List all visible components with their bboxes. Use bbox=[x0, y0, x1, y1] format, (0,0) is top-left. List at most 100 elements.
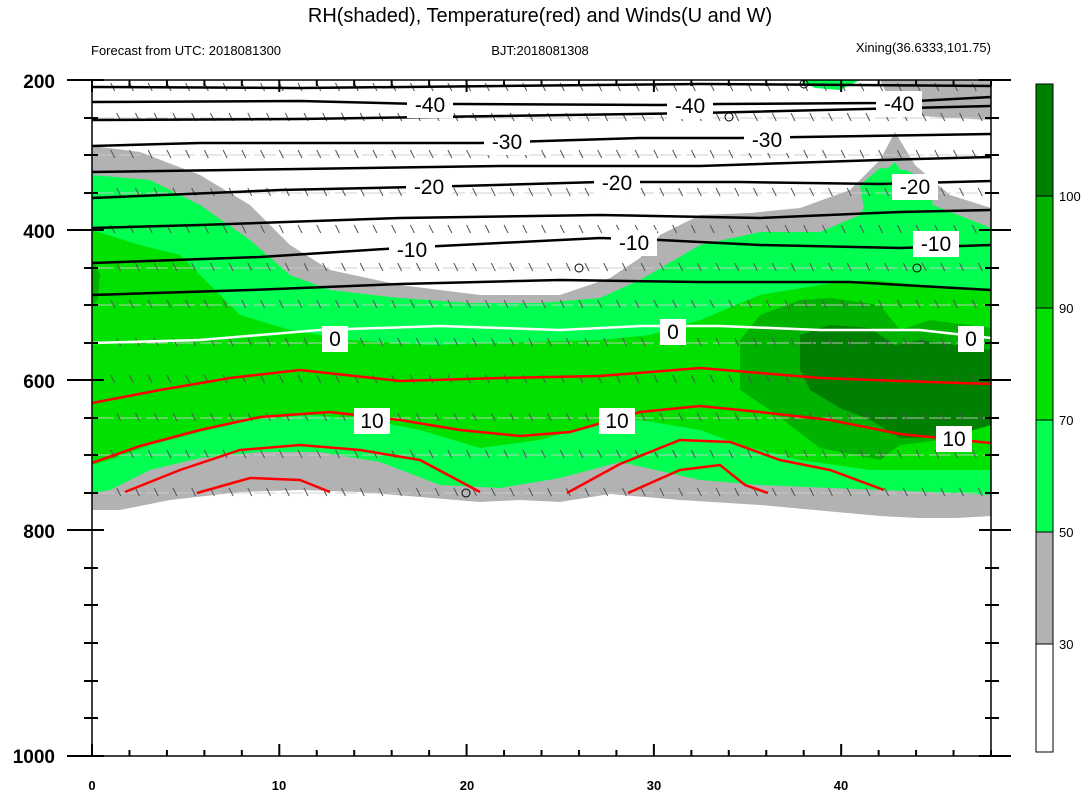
wind-barb bbox=[453, 187, 459, 197]
wind-barb bbox=[865, 487, 871, 497]
wind-barb bbox=[840, 149, 846, 159]
x-tick-label: 10 bbox=[272, 778, 286, 793]
wind-barb bbox=[971, 224, 977, 234]
wind-barb bbox=[247, 262, 253, 272]
wind-barb bbox=[166, 299, 172, 309]
temperature-contours bbox=[92, 82, 991, 495]
wind-barb bbox=[509, 337, 515, 347]
svg-text:-40: -40 bbox=[415, 94, 445, 117]
wind-barb bbox=[597, 449, 603, 459]
wind-barb bbox=[846, 112, 852, 122]
wind-barb bbox=[915, 449, 921, 459]
wind-barb bbox=[316, 449, 322, 459]
wind-barb bbox=[747, 449, 752, 459]
wind-barb bbox=[490, 187, 496, 197]
wind-barb bbox=[747, 374, 752, 384]
wind-barb bbox=[147, 149, 153, 159]
y-tick-label: 1000 bbox=[13, 747, 55, 768]
wind-barb bbox=[172, 337, 178, 347]
wind-barb bbox=[528, 187, 534, 197]
wind-barb bbox=[896, 149, 902, 159]
wind-barb bbox=[715, 487, 721, 497]
wind-barb bbox=[222, 224, 228, 234]
wind-barb bbox=[915, 149, 921, 159]
wind-barb bbox=[709, 224, 715, 234]
wind-barb bbox=[484, 299, 490, 309]
wind-barb bbox=[753, 337, 758, 347]
wind-barb bbox=[528, 262, 534, 272]
clabel-minus10-a: -10 bbox=[389, 237, 435, 263]
wind-barb bbox=[672, 449, 678, 459]
wind-barb bbox=[409, 224, 415, 234]
svg-text:-10: -10 bbox=[921, 233, 951, 256]
wind-barb bbox=[503, 224, 509, 234]
wind-barb bbox=[409, 449, 415, 459]
wind-barb bbox=[672, 374, 678, 384]
wind-barb bbox=[172, 487, 178, 497]
wind-barb bbox=[809, 262, 815, 272]
wind-barb bbox=[603, 262, 609, 272]
clabel-minus20-a: -20 bbox=[406, 174, 452, 200]
wind-barb bbox=[696, 187, 702, 197]
wind-barb bbox=[503, 449, 509, 459]
wind-barb bbox=[116, 487, 122, 497]
wind-barb bbox=[696, 337, 702, 347]
wind-barb bbox=[765, 299, 771, 309]
wind-barb bbox=[228, 412, 234, 422]
wind-barb bbox=[959, 112, 964, 122]
wind-barb bbox=[129, 299, 134, 309]
wind-barb bbox=[584, 412, 590, 422]
contour-minus30 bbox=[92, 132, 991, 148]
wind-barb bbox=[166, 374, 172, 384]
wind-barb bbox=[690, 224, 696, 234]
wind-barb bbox=[547, 412, 552, 422]
wind-barb bbox=[859, 449, 865, 459]
wind-barb bbox=[790, 262, 796, 272]
svg-text:10: 10 bbox=[942, 428, 965, 451]
wind-barb bbox=[940, 337, 946, 347]
wind-barb bbox=[921, 112, 927, 122]
wind-barb bbox=[597, 299, 603, 309]
clabel-10-b: 10 bbox=[599, 408, 635, 434]
svg-text:-40: -40 bbox=[675, 95, 705, 118]
wind-barb bbox=[547, 337, 552, 347]
wind-barb bbox=[447, 299, 453, 309]
wind-barb bbox=[790, 112, 796, 122]
wind-barb bbox=[509, 412, 515, 422]
wind-barb bbox=[372, 149, 378, 159]
wind-barb bbox=[297, 224, 303, 234]
wind-barb bbox=[959, 412, 964, 422]
wind-barb bbox=[509, 262, 515, 272]
wind-barb bbox=[715, 337, 721, 347]
wind-barb bbox=[696, 412, 702, 422]
wind-barb bbox=[541, 449, 546, 459]
wind-barb bbox=[409, 299, 415, 309]
wind-barb bbox=[902, 262, 908, 272]
wind-barb bbox=[185, 374, 191, 384]
svg-text:-40: -40 bbox=[884, 93, 914, 116]
wind-barb bbox=[191, 487, 197, 497]
wind-barb bbox=[185, 299, 191, 309]
wind-barb bbox=[415, 412, 421, 422]
wind-barb bbox=[129, 374, 134, 384]
wind-barb bbox=[428, 224, 434, 234]
calm-circle bbox=[799, 80, 809, 89]
wind-barb bbox=[241, 224, 247, 234]
wind-barb bbox=[959, 487, 964, 497]
wind-barb bbox=[690, 149, 696, 159]
calm-circle bbox=[461, 488, 471, 498]
wind-barb bbox=[615, 374, 621, 384]
y-tick-label: 600 bbox=[23, 372, 55, 393]
wind-barb bbox=[865, 112, 871, 122]
wind-barb bbox=[578, 299, 584, 309]
clabel-minus20-b: -20 bbox=[594, 170, 640, 196]
wind-barb bbox=[316, 299, 322, 309]
wind-barb bbox=[846, 337, 852, 347]
wind-barb bbox=[335, 224, 340, 234]
wind-barb bbox=[397, 187, 403, 197]
wind-barb bbox=[372, 224, 378, 234]
wind-barb bbox=[428, 449, 434, 459]
wind-barb bbox=[865, 412, 871, 422]
colorbar: 100 90 70 50 30 bbox=[1035, 83, 1081, 753]
wind-barb bbox=[809, 487, 815, 497]
